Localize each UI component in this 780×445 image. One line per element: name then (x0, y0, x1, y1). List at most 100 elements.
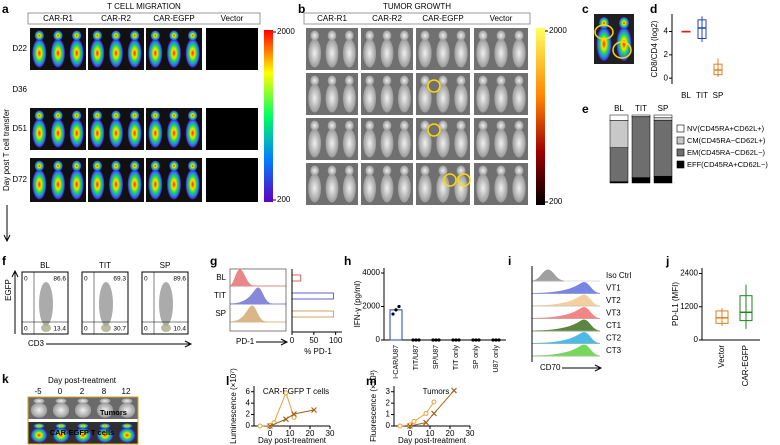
point (477, 338, 481, 342)
mouse-head (514, 165, 524, 176)
row-label: SP (215, 309, 226, 318)
mouse-head (53, 160, 63, 172)
point (494, 338, 498, 342)
point (457, 338, 461, 342)
mouse (325, 83, 339, 113)
panel-label: a (2, 2, 9, 16)
mouse-head (53, 110, 63, 121)
day-label: 0 (58, 387, 63, 396)
x-axis-label: % PD-1 (304, 347, 332, 356)
panel-label: m (366, 374, 377, 388)
y-tick-label: 2 (386, 398, 391, 407)
mouse-head (400, 30, 409, 41)
box (739, 295, 753, 322)
mouse (185, 169, 200, 200)
mouse (476, 83, 490, 113)
mouse-head (111, 160, 121, 172)
row-label: VT3 (606, 309, 621, 318)
mouse-head (514, 75, 524, 86)
mouse (308, 83, 322, 113)
mouse (436, 128, 450, 158)
mouse-head (310, 165, 319, 176)
point (411, 338, 415, 342)
y-tick-label: 0 (694, 335, 699, 344)
mouse (109, 118, 123, 148)
histogram (531, 294, 601, 307)
mouse (127, 169, 142, 200)
x-tick-label: 20 (306, 429, 315, 438)
header-box (303, 12, 531, 25)
mouse (512, 83, 526, 113)
y-axis-label: EGFP (4, 279, 13, 301)
mouse-head (496, 30, 506, 41)
mouse (454, 83, 468, 113)
mouse (30, 402, 48, 418)
histogram (531, 344, 601, 357)
colorbar-tick-label: 200 (549, 197, 563, 206)
mouse-head (99, 423, 111, 429)
bar-segment (653, 175, 673, 184)
point (431, 338, 435, 342)
mouse-head (496, 75, 506, 86)
x-tick-label: 10 (286, 429, 295, 438)
colorbar (264, 30, 273, 202)
mouse-head (365, 120, 374, 131)
mouse (363, 128, 377, 158)
panel-label: g (210, 254, 217, 268)
point (417, 338, 421, 342)
mouse (363, 38, 377, 68)
mouse-head (34, 160, 44, 172)
mouse-head (400, 75, 409, 86)
mouse-head (327, 165, 337, 176)
mouse-head (55, 398, 67, 404)
x-tick-label: U87 only (493, 345, 500, 373)
roi-circle (594, 24, 614, 40)
point (454, 338, 458, 342)
x-axis-label: CD70 (540, 363, 561, 372)
hist-frame (229, 268, 287, 332)
point (471, 338, 475, 342)
mouse (74, 402, 92, 418)
x-tick-label: 0 (268, 429, 273, 438)
legend-label: EFF(CD45RA+CD62L−) (687, 160, 768, 169)
axis-label: Day post T cell transfer (2, 109, 11, 191)
day-label: 12 (122, 387, 131, 396)
mouse-head (400, 165, 409, 176)
row-label: D36 (12, 85, 27, 94)
mouse-head (55, 423, 67, 429)
legend-swatch (676, 136, 685, 145)
row-label: TIT (214, 291, 226, 300)
mouse (52, 402, 70, 418)
mouse-head (438, 165, 448, 176)
mouse (342, 128, 356, 158)
mouse-head (130, 110, 140, 121)
density (39, 282, 53, 326)
x-tick-label: I-CAR/U87 (393, 345, 400, 379)
mouse (596, 27, 612, 61)
mouse-head (99, 398, 111, 404)
marker (407, 423, 413, 429)
x-tick-label: 30 (326, 429, 335, 438)
row-label: VT2 (606, 296, 621, 305)
quadrant-value: 0 (24, 326, 28, 333)
day-label: 2 (80, 387, 85, 396)
mouse (363, 173, 377, 203)
mouse-head (169, 160, 179, 172)
chart-title: CAR-EGFP T cells (263, 387, 329, 396)
mouse (32, 118, 47, 148)
histogram (229, 287, 286, 305)
mouse (418, 173, 432, 203)
mouse-head (33, 398, 45, 404)
bar (291, 274, 302, 282)
mouse (342, 173, 356, 203)
mouse (397, 38, 411, 68)
marker (267, 423, 273, 429)
mouse-head (382, 75, 392, 86)
marker (431, 410, 437, 417)
panel-label: h (344, 254, 351, 268)
mouse-head (345, 165, 354, 176)
point (391, 312, 395, 316)
mouse-head (382, 120, 392, 131)
day-label: -5 (34, 387, 42, 396)
panel-label: l (226, 374, 229, 388)
